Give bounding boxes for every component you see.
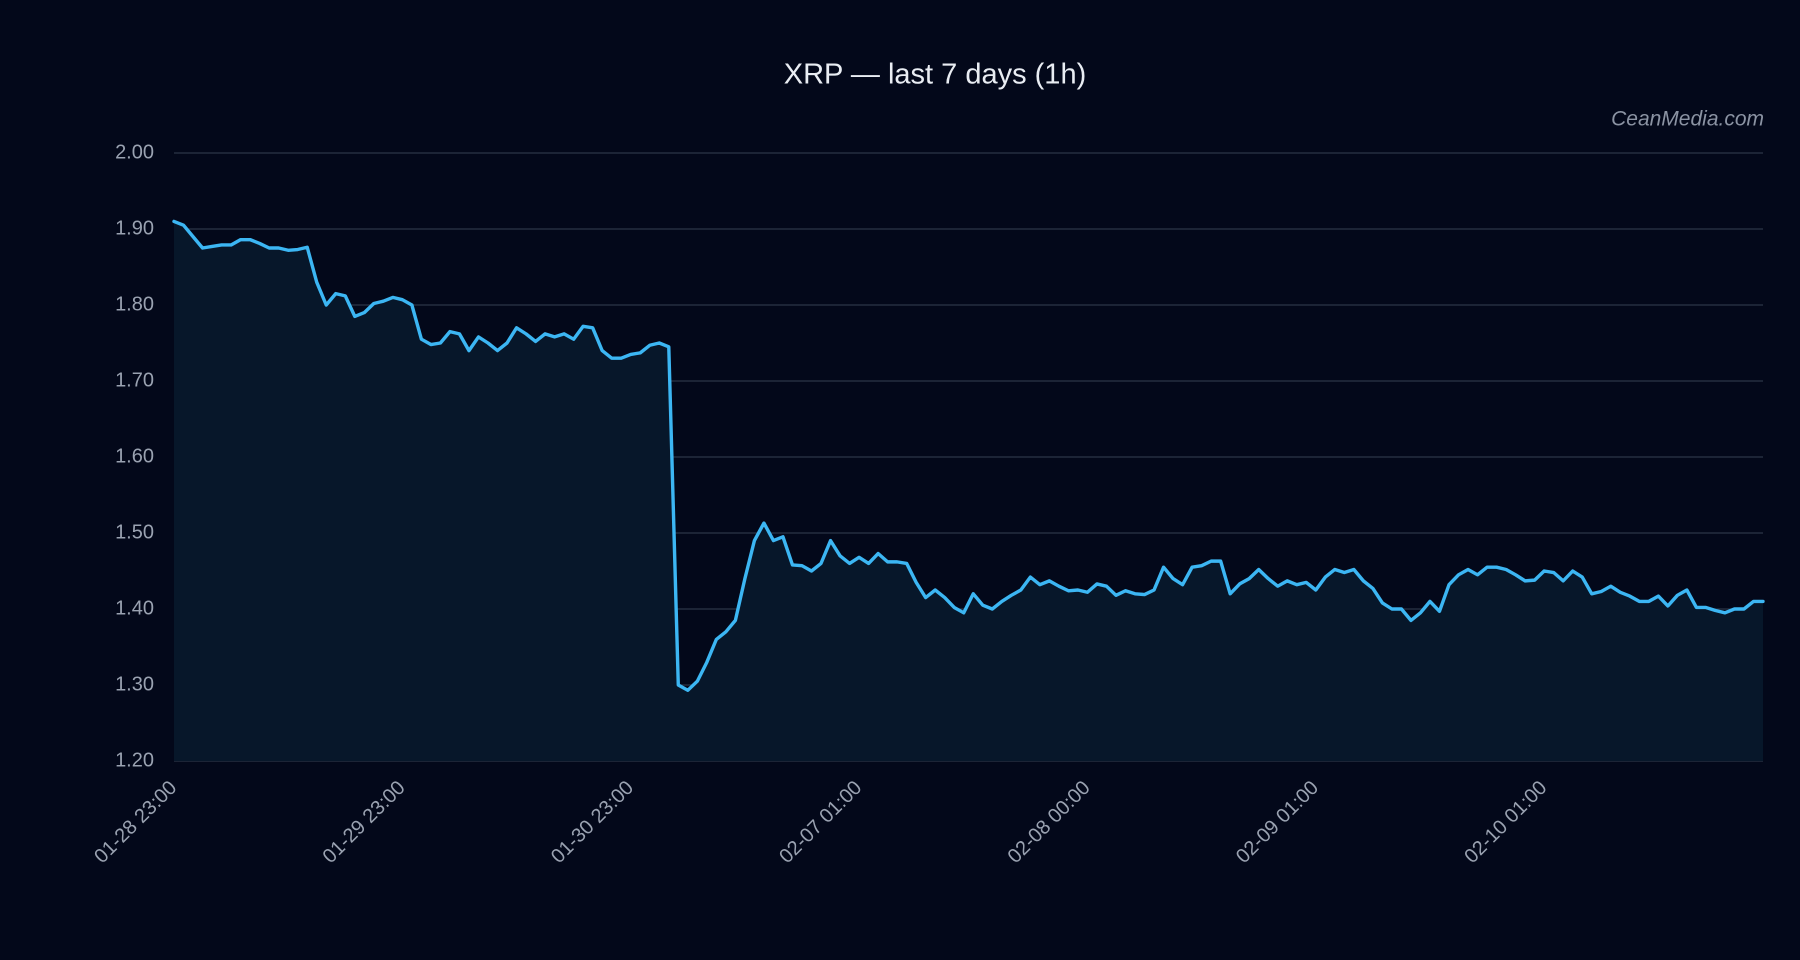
watermark: CeanMedia.com [1611, 108, 1764, 131]
y-tick-label: 1.40 [115, 597, 154, 619]
y-tick-label: 2.00 [115, 141, 154, 163]
y-tick-label: 1.20 [115, 749, 154, 771]
y-tick-label: 1.30 [115, 673, 154, 695]
y-tick-label: 1.60 [115, 445, 154, 467]
y-tick-label: 1.50 [115, 521, 154, 543]
price-line [172, 219, 1765, 693]
y-tick-label: 1.90 [115, 217, 154, 239]
chart-title: XRP — last 7 days (1h) [784, 59, 1086, 91]
y-tick-label: 1.80 [115, 293, 154, 315]
y-tick-label: 1.70 [115, 369, 154, 391]
area-fill [174, 221, 1763, 761]
